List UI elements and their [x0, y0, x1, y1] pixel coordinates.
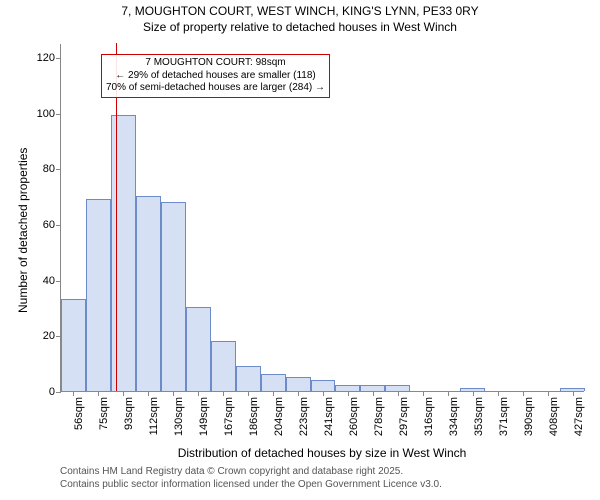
- x-tick-label: 93sqm: [123, 397, 135, 430]
- x-tick-mark: [198, 391, 199, 396]
- x-tick-label: 223sqm: [298, 397, 310, 436]
- x-tick-mark: [348, 391, 349, 396]
- y-tick-mark: [56, 392, 61, 393]
- x-tick-label: 260sqm: [348, 397, 360, 436]
- chart-container: 7, MOUGHTON COURT, WEST WINCH, KING'S LY…: [0, 0, 600, 500]
- bar: [136, 196, 161, 391]
- x-tick-label: 316sqm: [423, 397, 435, 436]
- x-tick-label: 278sqm: [373, 397, 385, 436]
- bar: [86, 199, 111, 391]
- x-tick-label: 353sqm: [473, 397, 485, 436]
- bar: [286, 377, 311, 391]
- bar: [311, 380, 336, 391]
- plot-area: 7 MOUGHTON COURT: 98sqm ← 29% of detache…: [60, 44, 584, 392]
- x-tick-label: 130sqm: [173, 397, 185, 436]
- x-tick-label: 371sqm: [498, 397, 510, 436]
- x-axis-label: Distribution of detached houses by size …: [60, 446, 584, 460]
- y-tick-mark: [56, 225, 61, 226]
- x-tick-label: 334sqm: [448, 397, 460, 436]
- x-tick-mark: [448, 391, 449, 396]
- annotation-line-2: ← 29% of detached houses are smaller (11…: [106, 70, 325, 83]
- x-tick-label: 241sqm: [323, 397, 335, 436]
- x-tick-mark: [473, 391, 474, 396]
- y-tick-mark: [56, 169, 61, 170]
- annotation-line-3: 70% of semi-detached houses are larger (…: [106, 82, 325, 95]
- footer-line-1: Contains HM Land Registry data © Crown c…: [60, 466, 442, 479]
- x-tick-mark: [98, 391, 99, 396]
- y-axis-label: Number of detached properties: [16, 148, 30, 313]
- footer-line-2: Contains public sector information licen…: [60, 479, 442, 492]
- y-tick-mark: [56, 281, 61, 282]
- x-tick-mark: [298, 391, 299, 396]
- x-tick-label: 408sqm: [548, 397, 560, 436]
- y-tick-mark: [56, 58, 61, 59]
- x-tick-label: 167sqm: [223, 397, 235, 436]
- bar: [236, 366, 261, 391]
- x-tick-mark: [548, 391, 549, 396]
- x-tick-mark: [523, 391, 524, 396]
- x-tick-mark: [498, 391, 499, 396]
- title-block: 7, MOUGHTON COURT, WEST WINCH, KING'S LY…: [0, 0, 600, 37]
- x-tick-mark: [273, 391, 274, 396]
- bar: [61, 299, 86, 391]
- x-tick-label: 149sqm: [198, 397, 210, 436]
- x-tick-mark: [123, 391, 124, 396]
- x-tick-mark: [223, 391, 224, 396]
- x-tick-label: 56sqm: [73, 397, 85, 430]
- x-tick-mark: [148, 391, 149, 396]
- title-line-2: Size of property relative to detached ho…: [0, 20, 600, 36]
- bar: [111, 115, 136, 391]
- annotation-line-1: 7 MOUGHTON COURT: 98sqm: [106, 57, 325, 70]
- bar: [261, 374, 286, 391]
- x-tick-label: 112sqm: [148, 397, 160, 435]
- x-tick-label: 204sqm: [273, 397, 285, 436]
- x-tick-mark: [73, 391, 74, 396]
- annotation-box: 7 MOUGHTON COURT: 98sqm ← 29% of detache…: [101, 54, 330, 98]
- footer-attribution: Contains HM Land Registry data © Crown c…: [60, 466, 442, 491]
- title-line-1: 7, MOUGHTON COURT, WEST WINCH, KING'S LY…: [0, 4, 600, 20]
- x-tick-label: 297sqm: [398, 397, 410, 436]
- bar: [186, 307, 211, 391]
- x-tick-label: 75sqm: [98, 397, 110, 430]
- x-tick-mark: [323, 391, 324, 396]
- x-tick-mark: [423, 391, 424, 396]
- x-tick-label: 186sqm: [248, 397, 260, 436]
- x-tick-mark: [398, 391, 399, 396]
- bar: [161, 202, 186, 391]
- x-tick-mark: [573, 391, 574, 396]
- x-tick-label: 390sqm: [523, 397, 535, 436]
- x-tick-mark: [248, 391, 249, 396]
- y-tick-mark: [56, 114, 61, 115]
- x-tick-label: 427sqm: [573, 397, 585, 436]
- y-tick-mark: [56, 336, 61, 337]
- x-tick-mark: [373, 391, 374, 396]
- x-tick-mark: [173, 391, 174, 396]
- bar: [211, 341, 236, 391]
